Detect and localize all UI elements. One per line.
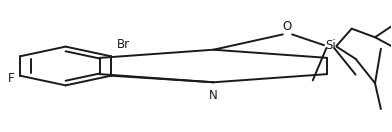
Text: Si: Si	[325, 39, 336, 52]
Text: Br: Br	[117, 38, 130, 51]
Text: F: F	[7, 72, 14, 85]
Text: O: O	[283, 20, 292, 33]
Text: N: N	[209, 89, 218, 102]
